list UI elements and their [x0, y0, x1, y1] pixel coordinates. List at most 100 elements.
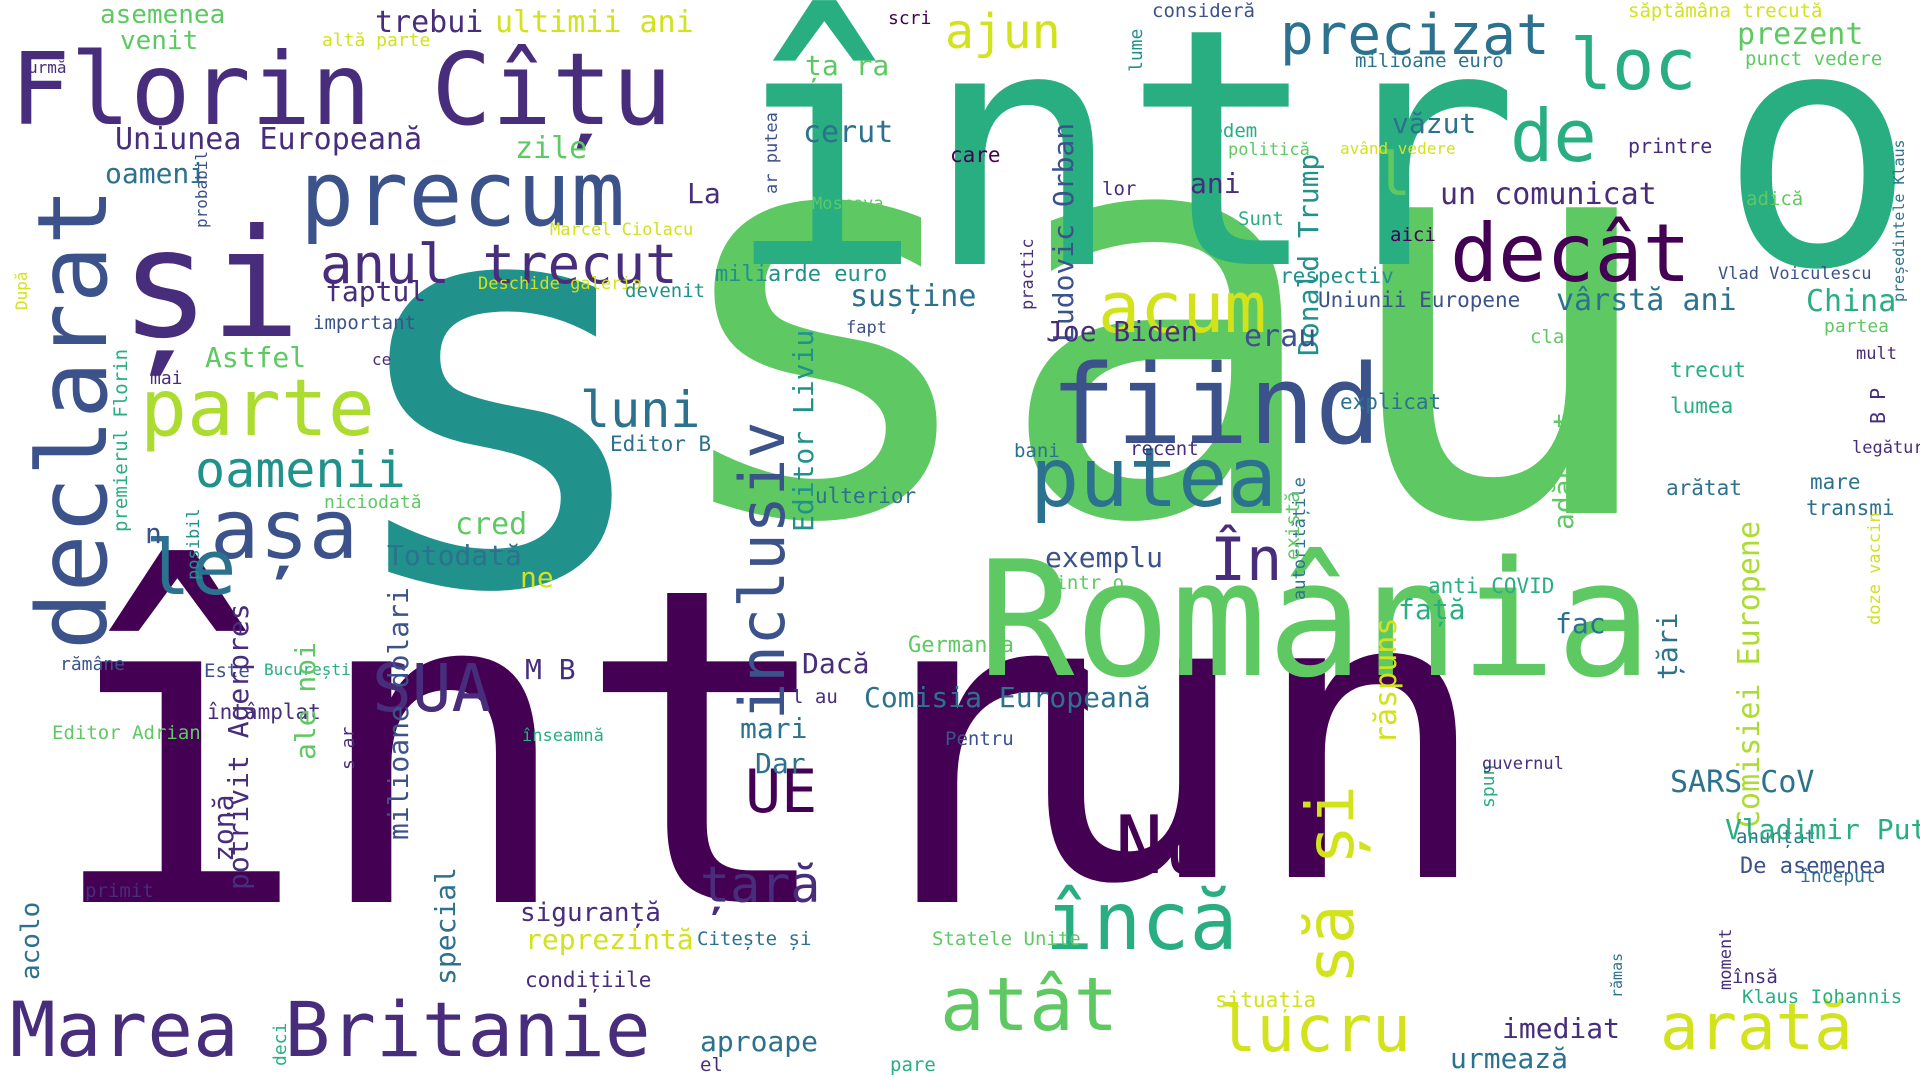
cloud-word: vedem: [1200, 120, 1258, 142]
cloud-word: condițiile: [525, 968, 652, 992]
cloud-word: clar: [1530, 326, 1576, 348]
cloud-word: Marcel Ciolacu: [550, 220, 694, 240]
cloud-word: susține: [850, 279, 977, 314]
cloud-word: urmă: [28, 58, 67, 77]
cloud-word: Germania: [908, 633, 1014, 658]
cloud-word: Marea Britanie: [10, 985, 651, 1074]
cloud-word: parte: [140, 364, 375, 454]
cloud-word: Moscova: [812, 194, 884, 214]
cloud-word: respectiv: [1280, 264, 1394, 288]
cloud-word: milioane euro: [1355, 50, 1504, 72]
cloud-word: După: [12, 271, 31, 310]
cloud-word: M B: [525, 653, 576, 686]
cloud-word: adăugat: [1547, 411, 1580, 530]
cloud-word: Dacă: [802, 647, 870, 680]
cloud-word: arată: [1660, 991, 1853, 1065]
cloud-word: transmi: [1806, 496, 1895, 520]
cloud-word: fapt: [846, 318, 887, 338]
cloud-word: zile: [515, 131, 588, 166]
cloud-word: SUA: [372, 650, 492, 727]
cloud-word: precizat: [1280, 3, 1550, 68]
cloud-word: guvernul: [1482, 754, 1564, 774]
cloud-word: mare: [1810, 470, 1861, 494]
cloud-word: precum: [300, 142, 626, 247]
cloud-word: există: [1282, 491, 1304, 560]
cloud-word: București: [264, 660, 351, 679]
cloud-word: legătură: [1852, 438, 1920, 458]
cloud-word: probabil: [192, 150, 211, 228]
cloud-word: rămas: [1608, 952, 1626, 998]
cloud-word: Citește și: [697, 928, 812, 950]
cloud-word: bani: [1014, 440, 1060, 462]
cloud-word: explicat: [1340, 390, 1442, 414]
cloud-word: fiind: [1050, 341, 1382, 469]
cloud-word: le: [145, 523, 237, 612]
cloud-word: Vladimir Putin: [1725, 813, 1920, 846]
cloud-word: siguranță: [520, 898, 661, 928]
cloud-word: urmează: [1450, 1042, 1569, 1075]
cloud-word: el: [700, 1054, 723, 1076]
cloud-word: important: [313, 312, 416, 334]
cloud-word: deci: [270, 1022, 291, 1066]
cloud-word: arătat: [1666, 476, 1742, 500]
cloud-word: un comunicat: [1440, 177, 1657, 212]
cloud-word: așa: [210, 483, 359, 578]
cloud-word: politică: [1228, 140, 1310, 160]
cloud-word: anti COVID: [1428, 574, 1555, 598]
cloud-word: lucru: [1218, 993, 1411, 1067]
cloud-word: de: [1510, 94, 1597, 178]
cloud-word: loc: [1570, 24, 1697, 106]
cloud-word: Klaus Iohannis: [1742, 986, 1903, 1008]
cloud-word: ar putea: [762, 112, 782, 194]
cloud-word: milioane dolari: [382, 587, 415, 840]
cloud-word: luni: [580, 381, 701, 439]
cloud-word: Nu: [1115, 799, 1212, 892]
cloud-word: sau: [655, 0, 1667, 646]
cloud-word: consideră: [1152, 0, 1255, 22]
cloud-word: trecut: [1670, 358, 1746, 382]
cloud-word: însă: [1732, 966, 1778, 988]
cloud-word: inclusiv: [726, 421, 799, 720]
cloud-word: doze vaccin: [1865, 512, 1885, 625]
cloud-word: într o: [725, 0, 1918, 342]
cloud-word: anul trecut: [320, 233, 678, 296]
cloud-word: oameni: [105, 157, 207, 190]
cloud-word: mai: [150, 368, 183, 389]
cloud-word: faptul: [325, 275, 427, 308]
cloud-word: imediat: [1502, 1012, 1621, 1045]
cloud-word: un: [1010, 507, 1492, 972]
cloud-word: pare: [890, 1054, 936, 1076]
cloud-word: UE: [745, 757, 818, 827]
cloud-word: erau: [1244, 319, 1317, 354]
cloud-word: miliarde euro: [715, 262, 888, 287]
cloud-word: mari: [740, 712, 808, 745]
cloud-word: săptămâna trecută: [1628, 0, 1823, 22]
cloud-word: niciodată: [324, 492, 422, 513]
cloud-word: recent: [1130, 438, 1199, 460]
cloud-word: ale noi: [289, 641, 322, 760]
cloud-word: Comisiei Europene: [1732, 520, 1767, 828]
cloud-word: răspuns: [1369, 617, 1404, 744]
cloud-word: să și: [1292, 785, 1369, 984]
cloud-word: putea: [1030, 431, 1277, 526]
cloud-word: potrivit Agerpres: [222, 603, 255, 890]
cloud-word: aici: [1390, 224, 1436, 246]
cloud-word: exemplu: [1045, 541, 1164, 574]
cloud-word: țară: [700, 856, 821, 914]
cloud-word: reprezintă: [525, 923, 694, 956]
cloud-word: partea: [1824, 316, 1890, 337]
cloud-word: l: [1375, 140, 1412, 210]
cloud-word: într: [45, 494, 1105, 1006]
cloud-word: Uniunii Europene: [1318, 288, 1521, 312]
cloud-word: Uniunea Europeană: [115, 122, 423, 157]
cloud-word: ce: [372, 350, 392, 369]
cloud-word: întâmplat: [207, 700, 321, 724]
cloud-word: anunțat: [1736, 826, 1817, 848]
cloud-word: rămâne: [60, 654, 126, 675]
cloud-word: China: [1806, 284, 1897, 319]
cloud-word: Deschide galeria: [478, 274, 642, 294]
cloud-word: Florin Cîțu: [10, 31, 673, 148]
cloud-word: ța ra: [805, 49, 890, 82]
cloud-word: SARS CoV: [1670, 765, 1815, 800]
